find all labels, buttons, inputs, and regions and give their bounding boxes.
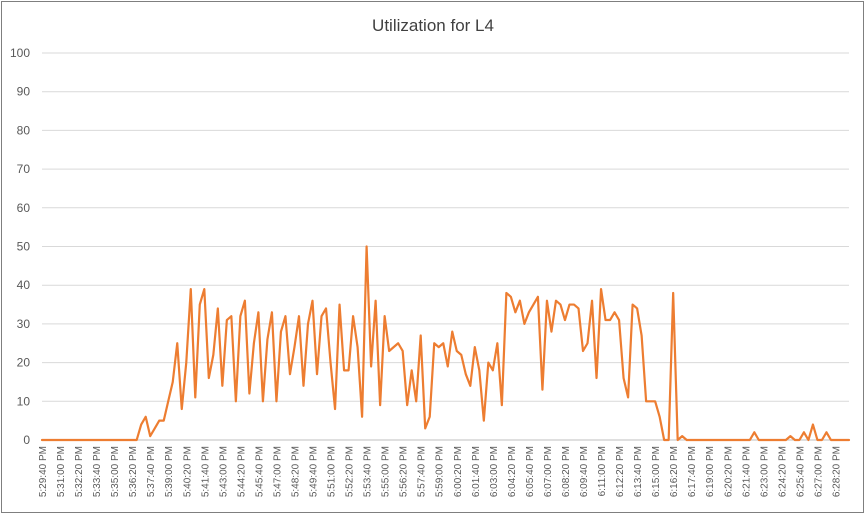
x-tick-label: 5:29:40 PM (38, 446, 49, 497)
x-tick-label: 5:45:40 PM (254, 446, 265, 497)
x-tick-label: 5:32:20 PM (74, 446, 85, 497)
x-tick-label: 5:36:20 PM (128, 446, 139, 497)
x-tick-label: 6:28:20 PM (831, 446, 842, 497)
x-tick-label: 5:44:20 PM (236, 446, 247, 497)
x-tick-label: 6:01:40 PM (471, 446, 482, 497)
x-tick-label: 5:49:40 PM (309, 446, 320, 497)
x-tick-label: 5:48:20 PM (290, 446, 301, 497)
y-tick-label: 30 (17, 317, 31, 331)
x-tick-label: 5:41:40 PM (200, 446, 211, 497)
x-tick-label: 5:52:20 PM (345, 446, 356, 497)
x-tick-label: 5:33:40 PM (92, 446, 103, 497)
x-tick-label: 6:17:40 PM (687, 446, 698, 497)
series-line (40, 245, 851, 442)
x-tick-label: 6:08:20 PM (561, 446, 572, 497)
x-tick-label: 6:12:20 PM (615, 446, 626, 497)
x-tick-label: 5:55:00 PM (381, 446, 392, 497)
x-tick-label: 6:27:00 PM (813, 446, 824, 497)
x-tick-label: 6:07:00 PM (543, 446, 554, 497)
x-tick-label: 5:51:00 PM (327, 446, 338, 497)
y-tick-label: 20 (17, 356, 31, 370)
x-tick-label: 6:00:20 PM (453, 446, 464, 497)
x-tick-label: 5:37:40 PM (146, 446, 157, 497)
x-tick-label: 6:04:20 PM (507, 446, 518, 497)
y-tick-label: 0 (23, 433, 30, 447)
y-tick-label: 90 (17, 85, 31, 99)
x-tick-label: 6:05:40 PM (525, 446, 536, 497)
x-tick-label: 5:39:00 PM (164, 446, 175, 497)
x-tick-label: 5:43:00 PM (218, 446, 229, 497)
gridlines (42, 52, 849, 441)
series-layer (40, 245, 851, 442)
x-tick-label: 5:35:00 PM (110, 446, 121, 497)
x-tick-label: 6:13:40 PM (633, 446, 644, 497)
x-tick-label: 6:11:00 PM (597, 446, 608, 496)
x-tick-label: 6:23:00 PM (759, 446, 770, 497)
x-tick-label: 6:25:40 PM (795, 446, 806, 497)
x-tick-label: 5:47:00 PM (272, 446, 283, 497)
y-tick-label: 60 (17, 201, 31, 215)
y-tick-label: 80 (17, 123, 31, 137)
x-tick-label: 6:21:40 PM (741, 446, 752, 497)
chart-title: Utilization for L4 (372, 16, 494, 35)
x-tick-label: 5:40:20 PM (182, 446, 193, 497)
y-tick-label: 70 (17, 162, 31, 176)
y-tick-label: 50 (17, 240, 31, 254)
x-tick-label: 5:53:40 PM (363, 446, 374, 497)
x-tick-label: 5:56:20 PM (399, 446, 410, 497)
y-tick-label: 10 (17, 394, 31, 408)
y-tick-label: 40 (17, 278, 31, 292)
x-tick-label: 6:09:40 PM (579, 446, 590, 497)
y-tick-label: 100 (10, 46, 30, 60)
x-tick-label: 6:03:00 PM (489, 446, 500, 497)
x-tick-label: 5:59:00 PM (435, 446, 446, 497)
y-axis-ticks: 0 10 20 30 40 50 60 70 80 90 100 (10, 46, 30, 447)
x-tick-label: 6:20:20 PM (723, 446, 734, 497)
x-tick-label: 5:57:40 PM (417, 446, 428, 497)
x-tick-label: 6:15:00 PM (651, 446, 662, 497)
x-tick-label: 5:31:00 PM (56, 446, 67, 497)
x-tick-label: 6:16:20 PM (669, 446, 680, 497)
x-axis-ticks: 5:29:40 PM 5:31:00 PM 5:32:20 PM 5:33:40 PM… (38, 446, 842, 497)
x-tick-label: 6:24:20 PM (777, 446, 788, 497)
x-tick-label: 6:19:00 PM (705, 446, 716, 497)
